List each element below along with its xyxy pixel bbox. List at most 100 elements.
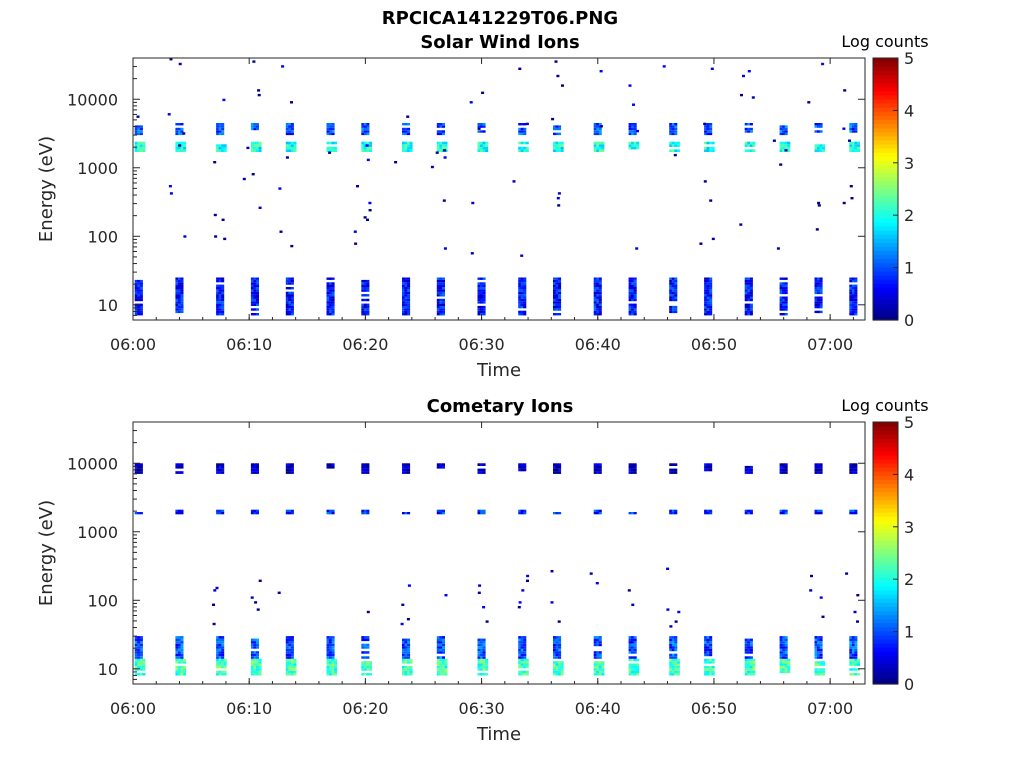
- heatmap-cell: [444, 668, 448, 671]
- heatmap-cell: [178, 651, 181, 654]
- heatmap-cell: [329, 509, 332, 512]
- heatmap-cell: [854, 471, 858, 474]
- heatmap-cell: [560, 661, 564, 664]
- heatmap-cell: [480, 144, 484, 147]
- heatmap-cell: [558, 665, 562, 669]
- heatmap-cell: [442, 125, 445, 128]
- colorbar-segment: [873, 242, 898, 247]
- heatmap-cell: [175, 144, 179, 147]
- heatmap-cell: [819, 279, 823, 283]
- heatmap-cell: [402, 279, 405, 283]
- heatmap-cell: [851, 663, 855, 666]
- heatmap-cell: [674, 291, 678, 295]
- heatmap-cell: [139, 279, 143, 283]
- heatmap-cell: [851, 465, 855, 469]
- heatmap-cell: [139, 289, 143, 292]
- heatmap-cell: [404, 661, 408, 664]
- heatmap-cell: [851, 673, 855, 676]
- heatmap-cell: [439, 301, 443, 304]
- heatmap-cell: [747, 661, 751, 664]
- heatmap-cell: [817, 296, 820, 299]
- heatmap-cell: [669, 123, 673, 126]
- heatmap-cell: [555, 296, 559, 299]
- heatmap-cell: [856, 594, 860, 597]
- heatmap-cell: [593, 512, 597, 515]
- heatmap-cell: [293, 144, 297, 147]
- x-tick-label: 06:30: [459, 699, 505, 718]
- colorbar-segment: [873, 622, 898, 628]
- heatmap-cell: [366, 636, 370, 639]
- heatmap-cell: [631, 284, 635, 287]
- heatmap-cell: [523, 132, 527, 136]
- heatmap-cell: [329, 296, 332, 299]
- heatmap-cell: [633, 144, 637, 147]
- heatmap-cell: [706, 146, 710, 150]
- heatmap-cell: [139, 310, 143, 314]
- heatmap-cell: [216, 132, 220, 136]
- heatmap-cell: [329, 287, 332, 290]
- heatmap-cell: [631, 132, 635, 136]
- heatmap-cell: [134, 305, 138, 309]
- heatmap-cell: [216, 673, 220, 676]
- heatmap-cell: [596, 296, 600, 299]
- heatmap-cell: [520, 661, 524, 664]
- heatmap-cell: [331, 310, 335, 314]
- heatmap-cell: [180, 636, 184, 639]
- heatmap-cell: [819, 144, 823, 147]
- heatmap-cell: [854, 289, 858, 292]
- plot-area-cometary: [133, 422, 865, 684]
- heatmap-cell: [596, 127, 600, 131]
- colorbar-segment: [873, 679, 898, 685]
- heatmap-cell: [436, 144, 440, 147]
- heatmap-cell: [288, 638, 292, 642]
- heatmap-cell: [250, 303, 254, 306]
- heatmap-cell: [631, 641, 635, 644]
- heatmap-cell: [633, 132, 637, 136]
- heatmap-cell: [856, 620, 859, 623]
- heatmap-cell: [485, 146, 489, 150]
- heatmap-cell: [288, 651, 292, 654]
- heatmap-cell: [404, 665, 408, 669]
- heatmap-cell: [134, 471, 138, 474]
- heatmap-cell: [558, 648, 562, 652]
- heatmap-cell: [366, 468, 370, 472]
- heatmap-cell: [442, 132, 445, 136]
- heatmap-cell: [711, 237, 715, 241]
- heatmap-cell: [671, 144, 675, 147]
- heatmap-cell: [520, 146, 524, 150]
- heatmap-cell: [218, 127, 222, 131]
- heatmap-cell: [704, 638, 708, 642]
- heatmap-cell: [851, 127, 855, 131]
- heatmap-cell: [326, 313, 330, 316]
- heatmap-cell: [254, 601, 258, 604]
- heatmap-cell: [555, 146, 559, 150]
- heatmap-cell: [221, 656, 225, 659]
- heatmap-cell: [671, 308, 675, 311]
- heatmap-cell: [636, 668, 640, 671]
- heatmap-cell: [520, 651, 524, 654]
- heatmap-cell: [560, 673, 564, 676]
- heatmap-cell: [329, 673, 332, 676]
- heatmap-cell: [361, 468, 365, 472]
- heatmap-cell: [779, 305, 783, 309]
- heatmap-cell: [326, 465, 330, 469]
- heatmap-cell: [407, 670, 411, 674]
- heatmap-cell: [290, 296, 294, 299]
- heatmap-cell: [747, 638, 751, 642]
- heatmap-cell: [436, 287, 440, 290]
- heatmap-cell: [216, 663, 220, 666]
- heatmap-cell: [175, 282, 179, 285]
- heatmap-cell: [218, 465, 222, 469]
- heatmap-cell: [212, 603, 215, 606]
- heatmap-cell: [218, 284, 222, 287]
- heatmap-cell: [180, 291, 184, 295]
- heatmap-cell: [709, 670, 713, 674]
- heatmap-cell: [216, 279, 220, 283]
- heatmap-cell: [180, 123, 184, 126]
- heatmap-cell: [596, 289, 600, 292]
- x-tick-label: 06:00: [110, 699, 156, 718]
- heatmap-cell: [444, 144, 448, 147]
- heatmap-cell: [819, 305, 823, 309]
- heatmap-cell: [555, 636, 559, 639]
- heatmap-cell: [553, 282, 556, 285]
